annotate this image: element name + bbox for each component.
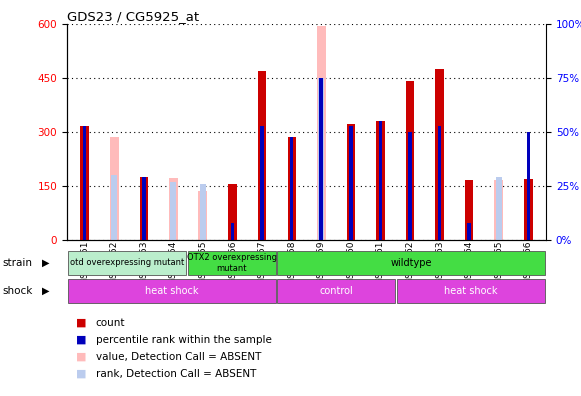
Text: GDS23 / CG5925_at: GDS23 / CG5925_at — [67, 10, 199, 23]
Bar — [465, 180, 474, 240]
Bar — [110, 137, 119, 240]
Bar — [438, 126, 442, 240]
Bar — [142, 177, 145, 240]
Bar — [170, 182, 177, 240]
Bar — [83, 126, 87, 240]
Bar — [277, 279, 396, 303]
Text: control: control — [320, 286, 353, 296]
Bar — [231, 223, 234, 240]
Text: strain: strain — [3, 258, 33, 268]
Text: OTX2 overexpressing
mutant: OTX2 overexpressing mutant — [187, 253, 277, 272]
Bar — [496, 177, 502, 240]
Text: ■: ■ — [76, 335, 86, 345]
Text: value, Detection Call = ABSENT: value, Detection Call = ABSENT — [96, 352, 261, 362]
Bar — [68, 279, 275, 303]
Bar — [379, 121, 382, 240]
Bar — [68, 251, 186, 275]
Text: otd overexpressing mutant: otd overexpressing mutant — [70, 259, 184, 267]
Bar — [139, 177, 148, 240]
Bar — [288, 137, 296, 240]
Bar — [468, 223, 471, 240]
Bar — [168, 179, 178, 240]
Text: heat shock: heat shock — [444, 286, 498, 296]
Text: ■: ■ — [76, 318, 86, 328]
Bar — [349, 126, 353, 240]
Bar — [347, 124, 355, 240]
Bar — [111, 175, 117, 240]
Bar — [397, 279, 545, 303]
Bar — [408, 131, 412, 240]
Bar — [228, 184, 236, 240]
Text: ▶: ▶ — [42, 286, 49, 296]
Bar — [80, 126, 89, 240]
Bar — [188, 251, 275, 275]
Text: percentile rank within the sample: percentile rank within the sample — [96, 335, 272, 345]
Bar — [290, 137, 293, 240]
Bar — [494, 180, 503, 240]
Bar — [317, 26, 326, 240]
Bar — [260, 126, 264, 240]
Bar — [436, 69, 444, 240]
Text: heat shock: heat shock — [145, 286, 199, 296]
Bar — [198, 191, 207, 240]
Text: rank, Detection Call = ABSENT: rank, Detection Call = ABSENT — [96, 369, 256, 379]
Text: wildtype: wildtype — [390, 258, 432, 268]
Bar — [524, 179, 533, 240]
Text: count: count — [96, 318, 125, 328]
Bar — [320, 78, 323, 240]
Text: ▶: ▶ — [42, 258, 49, 268]
Bar — [376, 121, 385, 240]
Text: shock: shock — [3, 286, 33, 296]
Bar — [277, 251, 545, 275]
Text: ■: ■ — [76, 369, 86, 379]
Bar — [526, 131, 530, 240]
Bar — [200, 184, 206, 240]
Text: ■: ■ — [76, 352, 86, 362]
Bar — [318, 78, 324, 240]
Bar — [406, 81, 414, 240]
Bar — [258, 70, 266, 240]
